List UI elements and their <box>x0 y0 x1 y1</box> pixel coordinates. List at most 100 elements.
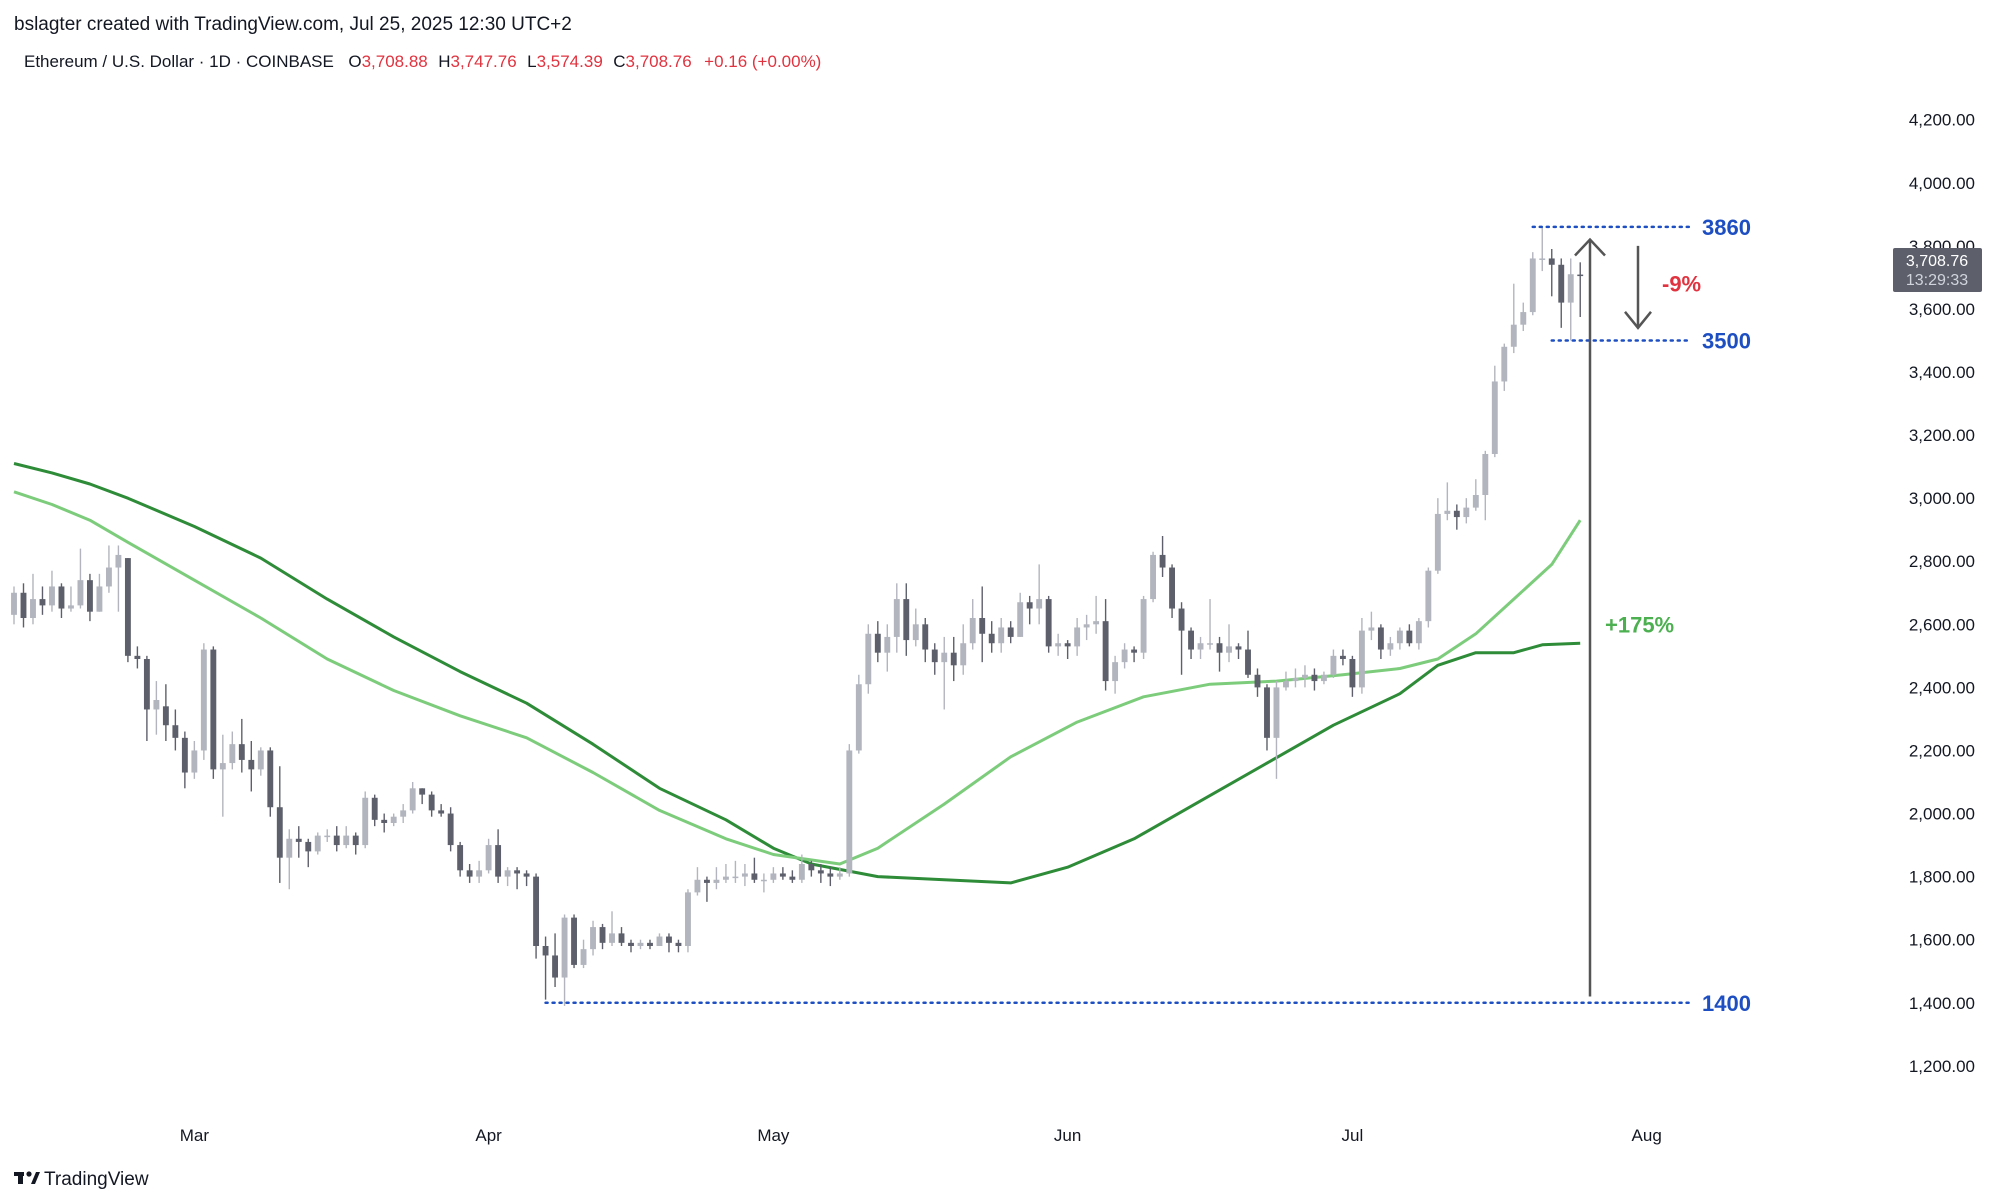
x-tick-label: Jun <box>1054 1126 1081 1145</box>
candle-body <box>523 873 530 877</box>
candle-body <box>1377 627 1384 650</box>
candle-body <box>979 618 986 634</box>
candle-body <box>1558 264 1565 303</box>
candle-body <box>1245 649 1251 675</box>
candle-body <box>1339 655 1346 659</box>
candle-body <box>903 599 910 641</box>
candle-body <box>333 835 340 846</box>
candle-body <box>134 655 141 659</box>
candle-body <box>1396 630 1403 644</box>
candle-body <box>789 876 796 880</box>
candle-body <box>922 624 929 650</box>
candle-body <box>124 558 131 656</box>
candle-body <box>447 813 454 846</box>
candle-body <box>1264 687 1270 738</box>
candle-body <box>248 759 255 770</box>
candle-body <box>466 870 473 877</box>
candle-body <box>257 750 264 770</box>
candle-body <box>998 627 1005 644</box>
candle-body <box>874 633 881 653</box>
candle-body <box>49 586 55 606</box>
candle-body <box>1330 655 1337 675</box>
candle-body <box>295 838 302 842</box>
candle-body <box>988 633 995 644</box>
x-tick-label: Mar <box>180 1126 210 1145</box>
candle-body <box>732 876 739 879</box>
candle-body <box>893 599 900 637</box>
candle-body <box>286 838 293 858</box>
candle-body <box>884 636 891 653</box>
candle-body <box>504 870 511 877</box>
x-axis[interactable]: Mar Apr May Jun Jul Aug <box>180 1126 1662 1145</box>
candle-body <box>1529 258 1536 313</box>
candle-body <box>1093 621 1100 625</box>
candle-body <box>390 816 397 823</box>
candle-body <box>760 879 767 882</box>
candle-body <box>685 892 691 946</box>
tradingview-brand: TradingView <box>44 1169 149 1190</box>
candle-body <box>637 942 644 946</box>
candle-body <box>153 700 160 710</box>
candle-body <box>438 810 445 814</box>
candle-body <box>741 873 748 877</box>
tradingview-footer[interactable]: TradingView <box>14 1169 149 1190</box>
x-tick-label: Jul <box>1342 1126 1364 1145</box>
candle-body <box>865 633 872 685</box>
candle-body <box>969 618 976 644</box>
last-price-tag: 3,708.76 13:29:33 <box>1893 248 1982 292</box>
candle-body <box>552 955 559 978</box>
candle-body <box>1178 608 1185 631</box>
drawdown-arrow-head <box>1624 311 1652 330</box>
y-tick-label: 4,200.00 <box>1909 111 1975 130</box>
candle-body <box>751 873 758 880</box>
candle-body <box>476 870 483 877</box>
candle-body <box>1083 624 1090 628</box>
candle-body <box>1539 258 1546 260</box>
drawdown-percent-label: -9% <box>1662 272 1701 297</box>
candle-body <box>400 810 407 817</box>
candle-body <box>409 788 416 811</box>
candle-body <box>580 949 587 965</box>
candle-body <box>779 873 786 877</box>
candle-body <box>836 873 843 877</box>
candle-body <box>229 744 236 764</box>
price-tag-countdown: 13:29:33 <box>1906 272 1968 289</box>
candle-body <box>39 599 46 606</box>
open-key: O <box>348 52 361 71</box>
candle-body <box>1548 258 1555 265</box>
candle-body <box>11 592 17 615</box>
candle-body <box>827 873 834 877</box>
candle-body <box>798 864 805 880</box>
y-tick-label: 3,600.00 <box>1909 300 1975 319</box>
candle-body <box>912 624 919 641</box>
candle-body <box>77 580 84 606</box>
candle-body <box>1567 274 1574 303</box>
candle-body <box>1311 674 1318 682</box>
x-tick-label: Aug <box>1632 1126 1662 1145</box>
candle-body <box>950 652 957 666</box>
y-tick-label: 3,200.00 <box>1909 426 1975 445</box>
candle-body <box>1140 599 1147 653</box>
candle-body <box>561 917 568 978</box>
y-axis[interactable]: 4,200.004,000.003,800.003,600.003,400.00… <box>1909 111 1975 1076</box>
candle-body <box>238 744 245 760</box>
candle-body <box>210 649 217 770</box>
candle-body <box>105 567 112 587</box>
candle-body <box>143 659 150 710</box>
candle-body <box>1112 662 1119 682</box>
price-tag-price: 3,708.76 <box>1906 253 1968 270</box>
candle-body <box>1045 599 1052 647</box>
y-tick-label: 3,400.00 <box>1909 363 1975 382</box>
candle-body <box>647 942 653 946</box>
candle-body <box>86 580 93 612</box>
y-tick-label: 3,000.00 <box>1909 489 1975 508</box>
y-tick-label: 1,600.00 <box>1909 931 1975 950</box>
candle-body <box>817 870 824 874</box>
candle-body <box>1121 649 1128 663</box>
candle-body <box>571 917 577 965</box>
candle-body <box>542 946 549 956</box>
candle-body <box>419 788 426 795</box>
y-tick-label: 4,000.00 <box>1909 174 1975 193</box>
y-tick-label: 1,200.00 <box>1909 1057 1975 1076</box>
